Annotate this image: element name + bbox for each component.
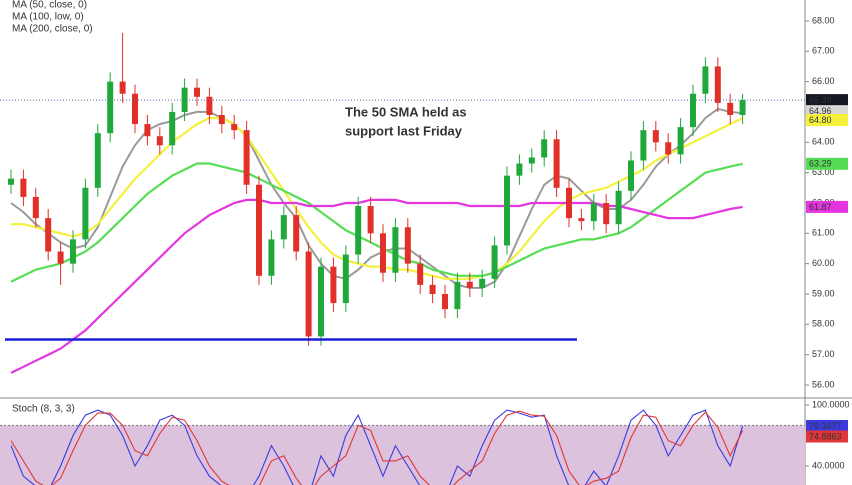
candle-body: [665, 142, 672, 155]
candle-body: [677, 127, 684, 155]
candle-body: [169, 111, 176, 146]
value-tag-label: 61.87: [809, 202, 832, 212]
legend-entry: MA (200, close, 0): [12, 24, 93, 35]
candle-body: [330, 266, 337, 304]
y-tick-label: 57.00: [812, 349, 835, 359]
candle-body: [243, 130, 250, 185]
y-tick-label: 64.00: [812, 137, 835, 147]
ma-line: [11, 116, 744, 280]
candle-body: [57, 251, 64, 264]
candle-body: [355, 205, 362, 255]
candle-body: [442, 293, 448, 310]
stoch-line: [10, 409, 744, 485]
legend-entry: MA (50, close, 0): [12, 0, 87, 11]
candle-body: [342, 254, 349, 304]
value-tag-label: 63.29: [809, 159, 832, 169]
y-tick-label: 59.00: [812, 288, 835, 298]
candle-body: [454, 281, 461, 310]
y-tick-label: 63.00: [812, 167, 835, 177]
candle-body: [516, 163, 523, 176]
value-tag-label: 65.39: [809, 95, 832, 105]
candle-body: [367, 205, 374, 234]
candle-body: [194, 87, 200, 97]
y-tick-label: 40.0000: [812, 460, 845, 470]
y-tick-label: 60.00: [812, 258, 835, 268]
candle-body: [739, 100, 746, 115]
candle-body: [615, 190, 622, 225]
value-tag: [806, 419, 848, 432]
candle-body: [727, 102, 734, 115]
y-tick-label: 67.00: [812, 46, 835, 56]
value-tag-label: 79.3477: [809, 421, 842, 431]
candle-body: [107, 81, 114, 134]
candle-body: [231, 124, 238, 131]
candle-body: [70, 239, 76, 264]
y-tick-label: 56.00: [812, 379, 835, 389]
candle-body: [318, 266, 324, 337]
value-tag: [806, 114, 848, 127]
candle-body: [132, 93, 138, 125]
y-tick-label: 66.00: [812, 76, 835, 86]
candle-body: [82, 187, 89, 240]
candle-body: [714, 66, 721, 103]
candle-body: [528, 157, 535, 164]
candle-body: [32, 196, 39, 219]
candle-body: [479, 278, 486, 288]
candle-body: [144, 124, 151, 137]
y-tick-label: 58.00: [812, 319, 835, 329]
candle-body: [578, 218, 585, 222]
candle-body: [417, 263, 424, 285]
value-tag: [806, 94, 848, 107]
value-tag: [806, 430, 848, 443]
value-tag-label: 74.8863: [809, 431, 842, 441]
candle-body: [603, 202, 610, 225]
candle-body: [218, 114, 225, 125]
candle-body: [628, 160, 634, 191]
candle-body: [206, 96, 213, 115]
pane-title: Stoch (8, 3, 3): [12, 404, 75, 415]
candle-body: [156, 136, 163, 146]
candle-body: [305, 251, 312, 337]
candle-body: [590, 202, 597, 222]
y-tick-label: 100.0000: [812, 399, 850, 409]
candle-body: [256, 184, 262, 276]
value-tag: [806, 157, 848, 170]
candle-body: [541, 139, 548, 158]
candle-body: [181, 87, 188, 112]
value-tag-label: 64.96: [809, 106, 832, 116]
candle-body: [702, 66, 709, 94]
candle-body: [690, 93, 696, 128]
value-tag: [806, 200, 848, 213]
candle-body: [553, 139, 560, 188]
candle-body: [466, 281, 473, 288]
candle-body: [392, 227, 399, 273]
candle-body: [268, 239, 275, 276]
candle-body: [652, 130, 659, 143]
y-tick-label: 68.00: [812, 15, 835, 25]
candle-body: [94, 133, 101, 188]
candle-body: [404, 227, 411, 264]
candle-body: [280, 215, 287, 240]
candle-body: [45, 218, 52, 252]
candle-body: [293, 215, 300, 252]
ma-line: [10, 162, 743, 283]
annotation: The 50 SMA held as: [345, 104, 467, 119]
candle-body: [640, 130, 647, 161]
stoch-band: [0, 425, 805, 485]
y-tick-label: 61.00: [812, 228, 835, 238]
annotation: support last Friday: [345, 123, 463, 138]
legend-entry: MA (100, low, 0): [12, 12, 84, 23]
candle-body: [491, 245, 498, 279]
value-tag-label: 64.80: [809, 115, 832, 125]
candle-body: [566, 187, 572, 219]
candle-body: [20, 178, 27, 197]
candle-body: [429, 284, 436, 294]
stoch-line: [10, 410, 744, 485]
candle-body: [504, 175, 510, 246]
candle-body: [119, 81, 126, 94]
candle-body: [380, 233, 386, 273]
candle-body: [8, 178, 14, 185]
